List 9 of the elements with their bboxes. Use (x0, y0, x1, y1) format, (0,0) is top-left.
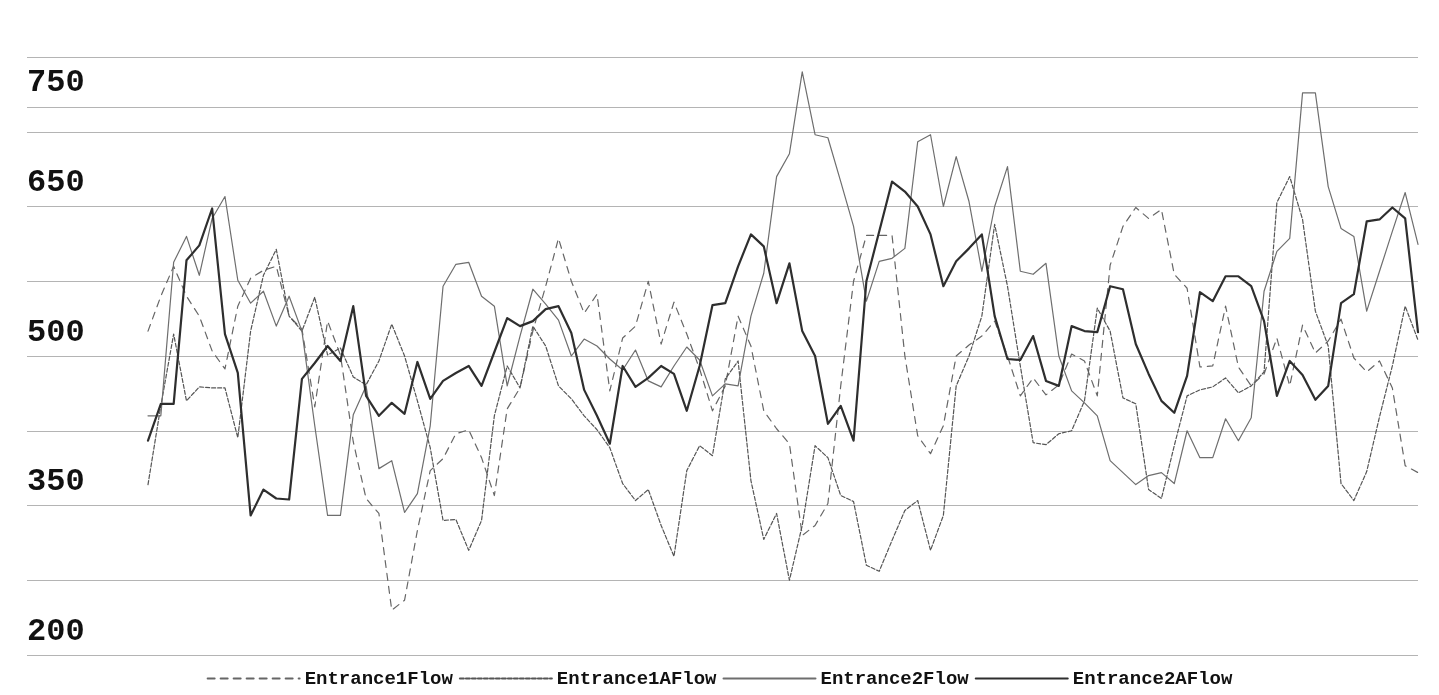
legend-label: Entrance2AFlow (1072, 667, 1233, 690)
y-tick-label: 650 (27, 164, 85, 201)
y-tick-label: 750 (27, 64, 85, 102)
y-tick-label: 350 (27, 463, 85, 500)
legend-label: Entrance1AFlow (556, 667, 718, 690)
y-tick-label: 500 (27, 313, 85, 351)
legend-label: Entrance2Flow (820, 667, 970, 690)
y-tick-label: 200 (27, 612, 85, 650)
legend-label: Entrance1Flow (304, 667, 454, 690)
